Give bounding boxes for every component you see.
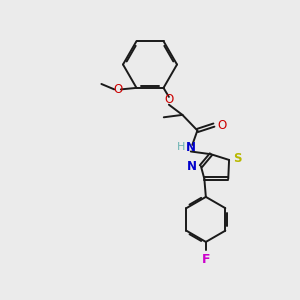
Text: N: N (187, 160, 197, 173)
Text: F: F (202, 253, 210, 266)
Text: O: O (217, 118, 226, 132)
Text: N: N (186, 141, 196, 154)
Text: O: O (164, 93, 173, 106)
Text: S: S (234, 152, 242, 165)
Text: H: H (177, 142, 185, 152)
Text: O: O (113, 83, 122, 96)
